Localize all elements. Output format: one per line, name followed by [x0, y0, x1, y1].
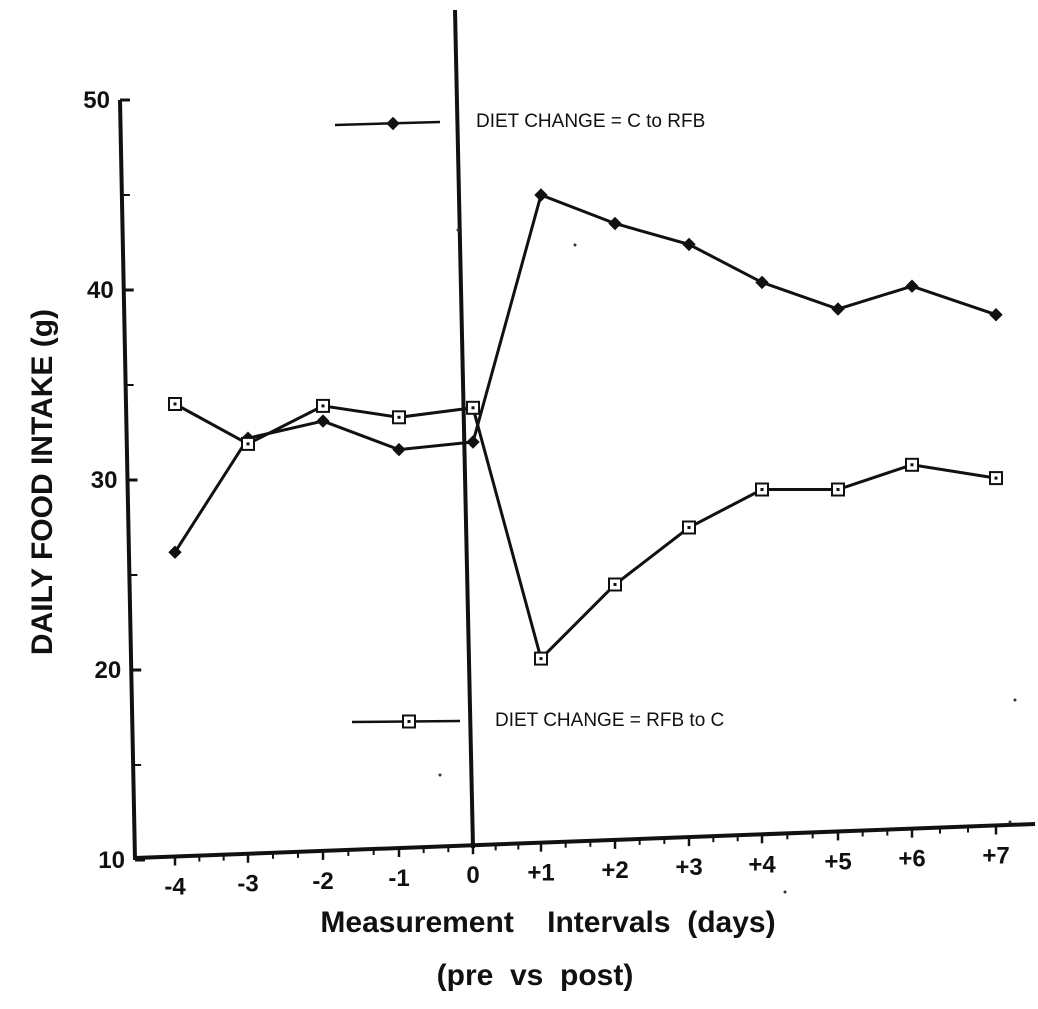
x-tick-label: +6 [898, 846, 925, 873]
x-tick-label: +2 [601, 857, 628, 884]
data-point-square [392, 410, 406, 425]
data-point-diamond [682, 237, 696, 252]
legend-marker-square [402, 714, 416, 729]
x-tick-label: +3 [675, 854, 702, 881]
data-point-square [905, 457, 919, 472]
series-line [174, 402, 997, 662]
data-point-square [466, 400, 480, 415]
data-point-square [682, 520, 696, 535]
series-2 [168, 397, 1003, 666]
y-axis-title: DAILY FOOD INTAKE (g) [26, 309, 59, 655]
x-axis-line [134, 822, 1036, 860]
data-point-square [168, 397, 182, 411]
y-tick-label: 30 [91, 467, 118, 494]
day-zero-divider [453, 9, 475, 849]
data-point-diamond [608, 216, 622, 231]
legend-marker-diamond [386, 116, 400, 131]
y-axis-ticks: 10 20 30 40 50 [83, 87, 145, 874]
data-point-square [831, 482, 845, 497]
y-tick-label: 20 [95, 657, 122, 684]
data-point-diamond [168, 545, 182, 559]
x-tick-label: -3 [237, 871, 258, 898]
legend-label: DIET CHANGE = C to RFB [476, 111, 705, 132]
series-1 [168, 188, 1003, 559]
data-point-diamond [989, 307, 1003, 322]
scan-speck [1013, 698, 1017, 702]
data-point-diamond [831, 302, 845, 316]
x-tick-label: +7 [982, 842, 1009, 869]
x-axis-title: Measurement Intervals (days) [320, 906, 775, 939]
series-line [173, 193, 997, 554]
data-point-square [534, 651, 548, 666]
axes [118, 9, 1036, 894]
y-tick-label: 50 [83, 87, 110, 114]
scan-speck [1008, 820, 1012, 824]
scan-speck [456, 228, 460, 232]
legend-item-2: DIET CHANGE = RFB to C [351, 710, 724, 731]
scan-speck [783, 890, 787, 894]
x-tick-label: +4 [748, 851, 776, 878]
legend: DIET CHANGE = C to RFB DIET CHANGE = RFB … [334, 111, 724, 731]
data-point-square [608, 577, 622, 592]
y-tick-label: 10 [98, 847, 125, 874]
x-tick-label: 0 [466, 862, 479, 889]
x-tick-label: -2 [312, 868, 333, 895]
x-tick-label: +5 [824, 848, 851, 875]
x-tick-label: -1 [388, 865, 409, 892]
data-point-square [989, 471, 1003, 486]
scan-speck [573, 243, 577, 247]
data-point-square [316, 398, 330, 413]
x-axis-ticks: -4 -3 -2 -1 0 +1 +2 +3 +4 +5 +6 +7 [164, 825, 1010, 900]
legend-label: DIET CHANGE = RFB to C [495, 710, 724, 731]
legend-item-1: DIET CHANGE = C to RFB [334, 111, 705, 132]
data-point-diamond [905, 279, 919, 293]
x-tick-label: -4 [164, 873, 186, 900]
y-tick-label: 40 [87, 277, 114, 304]
series-layer [168, 188, 1003, 666]
data-point-diamond [755, 275, 769, 290]
data-point-diamond [392, 442, 406, 457]
data-point-square [241, 436, 255, 451]
data-point-diamond [534, 188, 548, 202]
x-tick-label: +1 [527, 860, 554, 887]
data-point-diamond [466, 435, 480, 449]
scan-speck [438, 773, 442, 777]
data-point-square [755, 482, 769, 497]
x-axis-subtitle: (pre vs post) [437, 959, 634, 992]
data-point-diamond [316, 414, 330, 428]
